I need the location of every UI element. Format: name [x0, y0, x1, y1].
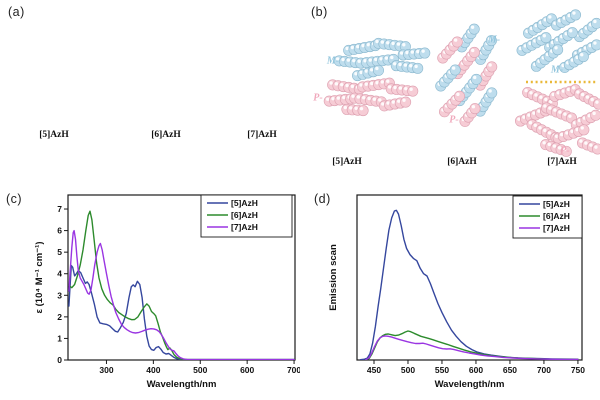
packing-cluster-6azh-mixed: [435, 23, 498, 127]
x-tick-label: 600: [469, 365, 483, 375]
emission-chart: 450 500 550 600 650 700 750 Wavelength/nm Emissi…: [328, 194, 585, 390]
y-tick-label: 3: [57, 290, 62, 300]
x-tick-label: 500: [401, 365, 415, 375]
y-tick-label: 2: [57, 312, 62, 322]
m-helix-label-6azh: M-: [487, 34, 501, 46]
panel-c-letter: (c): [6, 192, 23, 206]
y-tick-label: 5: [57, 247, 62, 257]
p-helix-label-7azh: P-: [560, 145, 570, 157]
molecule-name-7azh: [7]AzH: [247, 130, 277, 140]
packing-structures-canvas: [323, 9, 600, 157]
series-line-[7]AzH: [68, 229, 295, 360]
x-axis-label: Wavelength/nm: [147, 379, 217, 390]
x-tick-label: 600: [240, 365, 254, 375]
legend-label-[6]AzH: [6]AzH: [231, 210, 258, 220]
x-tick-label: 500: [193, 365, 207, 375]
y-tick-label: 4: [57, 269, 62, 279]
legend-label-[7]AzH: [7]AzH: [231, 222, 258, 232]
x-tick-label: 550: [435, 365, 449, 375]
plot-frame: [356, 194, 583, 361]
x-tick-label: 700: [537, 365, 551, 375]
panel-a-letter: (a): [8, 5, 25, 19]
molecule-name-6azh: [6]AzH: [151, 130, 181, 140]
molecule-name-5azh: [5]AzH: [39, 130, 69, 140]
m-helix-label-7azh: M-: [550, 64, 564, 76]
packing-name-6azh: [6]AzH: [447, 157, 477, 167]
x-tick-label: 300: [99, 365, 113, 375]
p-helix-label-5azh: P-: [313, 92, 323, 104]
panel-b-letter: (b): [311, 5, 328, 19]
x-tick-label: 400: [146, 365, 160, 375]
series-line-[6]AzH: [68, 210, 295, 360]
y-tick-label: 1: [57, 333, 62, 343]
legend-box: [200, 194, 293, 238]
y-axis-label: Emission scan: [328, 244, 339, 311]
legend-label-[5]AzH: [5]AzH: [543, 199, 570, 209]
legend-label-[5]AzH: [5]AzH: [231, 198, 258, 208]
packing-cluster-7azh-m: [516, 9, 600, 73]
legend-label-[7]AzH: [7]AzH: [543, 223, 570, 233]
x-tick-label: 450: [367, 365, 381, 375]
series-line-[6]AzH: [365, 330, 579, 360]
x-axis-label: Wavelength/nm: [435, 379, 505, 390]
x-tick-label: 700: [287, 365, 300, 375]
x-tick-label: 650: [503, 365, 517, 375]
packing-cluster-5azh-p: [323, 77, 419, 117]
ortep-structures-canvas: [0, 0, 300, 180]
packing-cluster-5azh-m: [333, 37, 431, 82]
series-line-[7]AzH: [365, 335, 579, 360]
series-line-[5]AzH: [68, 264, 295, 360]
y-tick-label: 0: [57, 355, 62, 365]
m-helix-label-5azh: M-: [326, 55, 340, 67]
packing-name-5azh: [5]AzH: [332, 157, 362, 167]
panel-d-letter: (d): [314, 192, 331, 206]
legend-label-[6]AzH: [6]AzH: [543, 211, 570, 221]
x-tick-label: 750: [571, 365, 585, 375]
legend-box: [512, 195, 583, 239]
packing-cluster-7azh-p: [514, 84, 600, 157]
packing-name-7azh: [7]AzH: [547, 157, 577, 167]
p-helix-label-6azh: P-: [449, 114, 459, 126]
y-tick-label: 6: [57, 226, 62, 236]
absorption-chart: 300 400 500 600 700 0 1 2 3 4 5 6 7 Wavelength/nm ε (1…: [34, 194, 300, 390]
y-tick-label: 7: [57, 204, 62, 214]
y-axis-label: ε (10⁴ M⁻¹ cm⁻¹): [34, 241, 45, 313]
